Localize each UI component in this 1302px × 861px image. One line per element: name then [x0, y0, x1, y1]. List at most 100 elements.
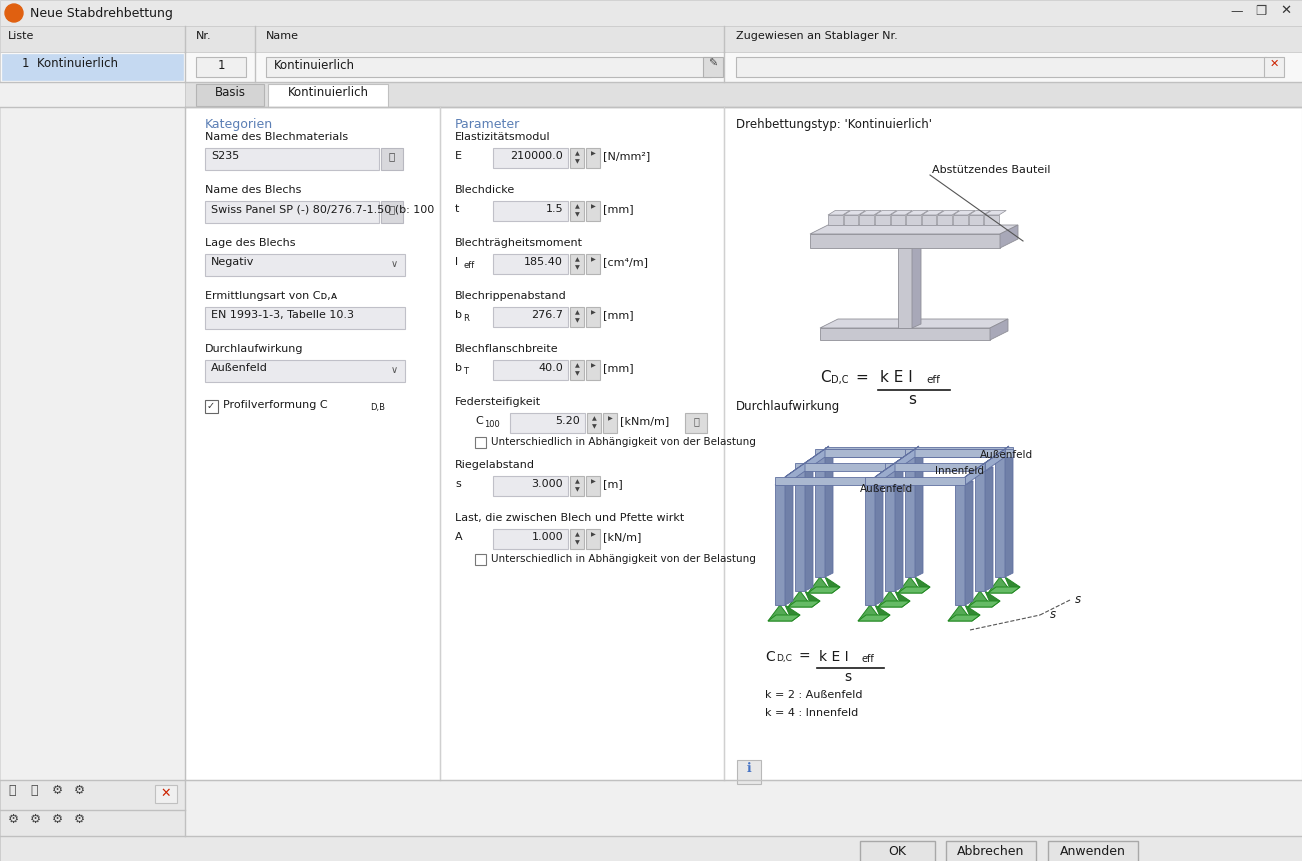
Text: Last, die zwischen Blech und Pfette wirkt: Last, die zwischen Blech und Pfette wirk… — [454, 513, 685, 523]
Bar — [3, 54, 184, 80]
Text: [mm]: [mm] — [603, 363, 634, 373]
Polygon shape — [825, 453, 833, 577]
Text: D,C: D,C — [776, 654, 792, 663]
Bar — [586, 476, 600, 496]
Polygon shape — [805, 467, 812, 591]
Text: ▶: ▶ — [591, 310, 595, 315]
Polygon shape — [967, 591, 992, 607]
Text: 1  Kontinuierlich: 1 Kontinuierlich — [22, 57, 118, 70]
Bar — [685, 413, 707, 433]
Text: Lage des Blechs: Lage des Blechs — [204, 238, 296, 248]
Text: k = 4 : Innenfeld: k = 4 : Innenfeld — [766, 708, 858, 718]
Text: 1.5: 1.5 — [546, 204, 562, 214]
Text: Parameter: Parameter — [454, 118, 521, 131]
Bar — [493, 254, 568, 274]
Polygon shape — [805, 591, 820, 607]
Bar — [204, 148, 379, 170]
Text: ℹ: ℹ — [746, 762, 751, 775]
Polygon shape — [990, 319, 1008, 340]
Polygon shape — [965, 481, 973, 605]
Text: [m]: [m] — [603, 479, 622, 489]
Text: ▶: ▶ — [591, 151, 595, 156]
Polygon shape — [948, 615, 980, 621]
Text: 100: 100 — [484, 420, 500, 429]
Bar — [475, 554, 486, 565]
Polygon shape — [915, 453, 923, 577]
Bar — [0, 0, 1302, 26]
Polygon shape — [894, 446, 919, 463]
Polygon shape — [1005, 453, 1013, 577]
Polygon shape — [820, 328, 990, 340]
Bar — [570, 360, 585, 380]
Bar — [493, 529, 568, 549]
Bar — [197, 57, 246, 77]
Text: 185.40: 185.40 — [525, 257, 562, 267]
Text: Unterschiedlich in Abhängigkeit von der Belastung: Unterschiedlich in Abhängigkeit von der … — [491, 437, 756, 447]
Text: Name: Name — [266, 31, 299, 41]
Text: l: l — [454, 257, 458, 267]
Text: ▼: ▼ — [574, 371, 579, 376]
Text: 1.000: 1.000 — [531, 532, 562, 542]
Polygon shape — [859, 215, 874, 225]
Polygon shape — [775, 477, 875, 485]
Text: b: b — [454, 363, 462, 373]
Polygon shape — [865, 481, 883, 485]
Polygon shape — [809, 577, 832, 593]
Polygon shape — [906, 210, 928, 215]
Text: 40.0: 40.0 — [538, 363, 562, 373]
Polygon shape — [953, 210, 975, 215]
Text: =: = — [855, 370, 867, 385]
Text: Nr.: Nr. — [197, 31, 212, 41]
Bar — [586, 307, 600, 327]
Text: Elastizitätsmodul: Elastizitätsmodul — [454, 132, 551, 142]
Bar — [155, 785, 177, 803]
Polygon shape — [906, 215, 921, 225]
Polygon shape — [768, 615, 799, 621]
Bar — [703, 57, 723, 77]
Polygon shape — [875, 463, 894, 485]
Text: C: C — [475, 416, 483, 426]
Text: T: T — [464, 367, 467, 376]
Text: ⚙: ⚙ — [52, 784, 64, 797]
Polygon shape — [788, 591, 812, 607]
Polygon shape — [954, 485, 965, 605]
Text: 📖: 📖 — [389, 151, 395, 161]
Polygon shape — [810, 234, 1000, 248]
Polygon shape — [859, 210, 881, 215]
Polygon shape — [986, 446, 1009, 463]
Text: Kontinuierlich: Kontinuierlich — [273, 59, 355, 72]
Text: Profilverformung C: Profilverformung C — [223, 400, 328, 410]
Polygon shape — [815, 457, 825, 577]
Text: [cm⁴/m]: [cm⁴/m] — [603, 257, 648, 267]
Polygon shape — [965, 460, 990, 477]
Text: ▼: ▼ — [574, 540, 579, 545]
Text: 3.000: 3.000 — [531, 479, 562, 489]
Text: t: t — [454, 204, 460, 214]
Polygon shape — [788, 601, 820, 607]
Bar — [861, 841, 935, 861]
Text: 210000.0: 210000.0 — [510, 151, 562, 161]
Text: Blechrippenabstand: Blechrippenabstand — [454, 291, 566, 301]
Text: ▼: ▼ — [574, 212, 579, 217]
Bar — [586, 148, 600, 168]
Bar — [493, 307, 568, 327]
Bar — [493, 201, 568, 221]
Bar — [736, 57, 1266, 77]
Bar — [493, 360, 568, 380]
Text: ▶: ▶ — [591, 257, 595, 262]
Text: ⧉: ⧉ — [693, 416, 699, 426]
Polygon shape — [1000, 225, 1018, 248]
Text: [mm]: [mm] — [603, 204, 634, 214]
Text: ⚙: ⚙ — [74, 784, 85, 797]
Text: Federsteifigkeit: Federsteifigkeit — [454, 397, 542, 407]
Polygon shape — [796, 471, 805, 591]
Bar — [603, 413, 617, 433]
Polygon shape — [975, 471, 986, 591]
Text: Durchlaufwirkung: Durchlaufwirkung — [736, 400, 840, 413]
Text: ▲: ▲ — [574, 310, 579, 315]
Text: ▶: ▶ — [591, 532, 595, 537]
Text: [mm]: [mm] — [603, 310, 634, 320]
Polygon shape — [898, 577, 922, 593]
Polygon shape — [865, 485, 875, 605]
Polygon shape — [885, 467, 904, 471]
